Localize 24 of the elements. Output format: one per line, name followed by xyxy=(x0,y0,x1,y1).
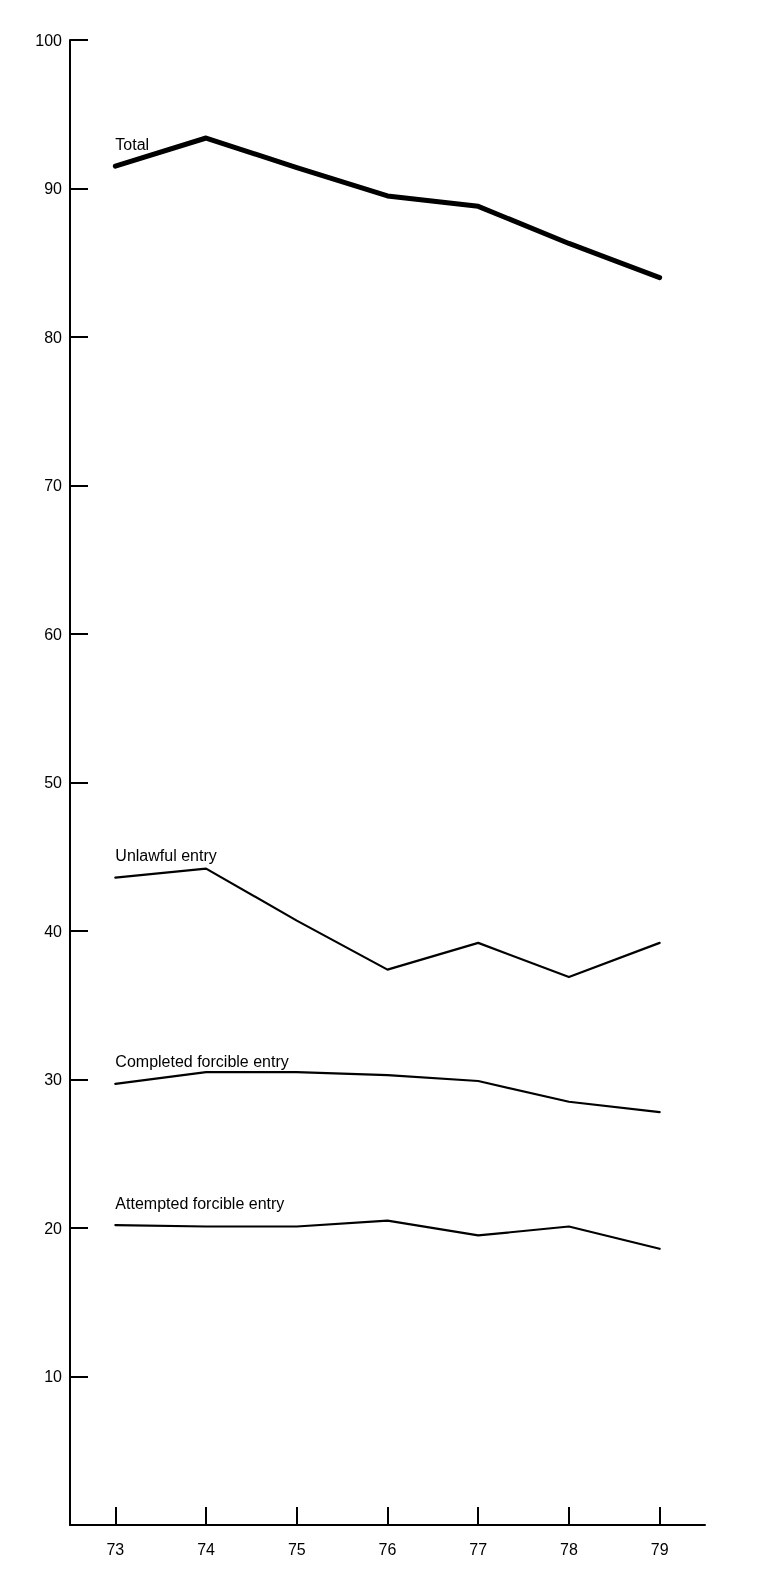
x-tick-label: 74 xyxy=(197,1540,216,1558)
x-tick-label: 73 xyxy=(106,1540,125,1558)
y-tick-label: 60 xyxy=(44,625,63,643)
line-series xyxy=(114,867,661,979)
y-tick-label: 30 xyxy=(44,1071,63,1088)
line-series xyxy=(114,1219,661,1250)
series-label: Unlawful entry xyxy=(115,847,217,865)
y-tick-label: 90 xyxy=(44,180,63,197)
x-tick-label: 78 xyxy=(560,1540,578,1558)
x-tick-label: 76 xyxy=(378,1540,397,1558)
x-tick-label: 77 xyxy=(469,1540,488,1558)
y-tick-label: 20 xyxy=(44,1219,63,1237)
y-tick-label: 40 xyxy=(44,922,63,940)
y-tick-label: 50 xyxy=(44,774,63,791)
series-label: Attempted forcible entry xyxy=(115,1194,285,1212)
series-label: Completed forcible entry xyxy=(115,1053,289,1071)
y-tick-label: 100 xyxy=(35,31,63,49)
series-label: Total xyxy=(115,135,150,153)
x-tick-label: 75 xyxy=(287,1540,306,1558)
y-tick-label: 70 xyxy=(44,477,63,494)
y-tick-label: 10 xyxy=(44,1368,63,1385)
x-tick-label: 79 xyxy=(650,1540,669,1558)
y-tick-label: 80 xyxy=(44,328,63,346)
line-series xyxy=(114,1070,661,1114)
